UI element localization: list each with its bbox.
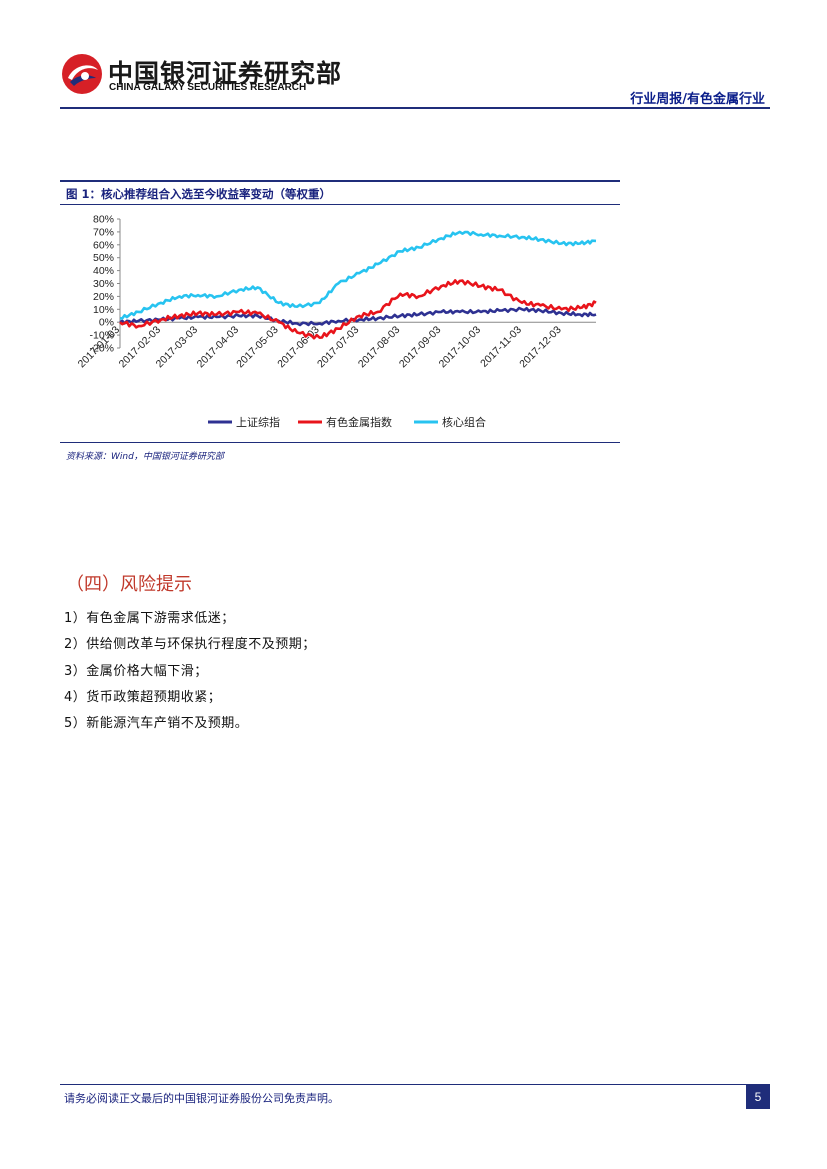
risk-item: 2）供给侧改革与环保执行程度不及预期； (64, 637, 316, 652)
y-tick-label: -10% (89, 330, 114, 342)
x-tick-label: 2017-10-03 (437, 324, 484, 371)
x-tick-label: 2017-06-03 (275, 324, 322, 371)
x-tick-label: 2017-08-03 (356, 324, 403, 371)
y-tick-label: 50% (93, 252, 114, 264)
risk-item: 3）金属价格大幅下滑； (64, 664, 208, 679)
series-line (119, 306, 597, 327)
header-divider (60, 107, 770, 109)
legend-label: 上证综指 (236, 415, 280, 429)
brand-name-cn: 中国银河证券研究部 (108, 59, 343, 88)
y-tick-label: 40% (93, 265, 114, 277)
legend-label: 核心组合 (442, 415, 486, 429)
galaxy-logo-icon (62, 54, 102, 94)
footer-disclaimer: 请务必阅读正文最后的中国银河证券股份公司免责声明。 (64, 1092, 339, 1105)
footer-divider (60, 1084, 770, 1085)
y-tick-label: 30% (93, 278, 114, 290)
figure-title-rule (60, 204, 620, 205)
risk-item: 5）新能源汽车产销不及预期。 (64, 716, 249, 731)
y-tick-label: 70% (93, 226, 114, 238)
x-tick-label: 2017-09-03 (397, 324, 444, 371)
return-line-chart: 80%70%60%50%40%30%20%10%0%-10%-20% 2017-0… (76, 214, 597, 429)
y-tick-label: 80% (93, 214, 114, 226)
figure-bottom-rule (60, 442, 620, 443)
y-tick-label: 20% (93, 291, 114, 303)
brand-name-en: CHINA GALAXY SECURITIES RESEARCH (109, 82, 307, 93)
x-tick-label: 2017-04-03 (195, 324, 242, 371)
y-tick-label: -20% (89, 343, 114, 355)
risk-item: 4）货币政策超预期收紧； (64, 690, 222, 705)
risk-section-heading: （四）风险提示 (66, 574, 192, 595)
x-tick-label: 2017-12-03 (517, 324, 564, 371)
series-line (119, 279, 597, 340)
x-tick-label: 2017-05-03 (234, 324, 281, 371)
y-tick-label: 60% (93, 239, 114, 251)
legend-label: 有色金属指数 (326, 415, 392, 429)
y-tick-label: 10% (93, 304, 114, 316)
figure-title: 图 1：核心推荐组合入选至今收益率变动（等权重） (66, 187, 332, 201)
series-line (119, 230, 597, 320)
page-number: 5 (746, 1085, 770, 1109)
figure-top-rule (60, 180, 620, 182)
risk-item: 1）有色金属下游需求低迷； (64, 611, 235, 626)
report-section-label: 行业周报/有色金属行业 (630, 92, 765, 107)
x-tick-label: 2017-07-03 (315, 324, 362, 371)
figure-source-note: 资料来源：Wind，中国银河证券研究部 (66, 452, 224, 462)
y-tick-label: 0% (99, 317, 114, 329)
